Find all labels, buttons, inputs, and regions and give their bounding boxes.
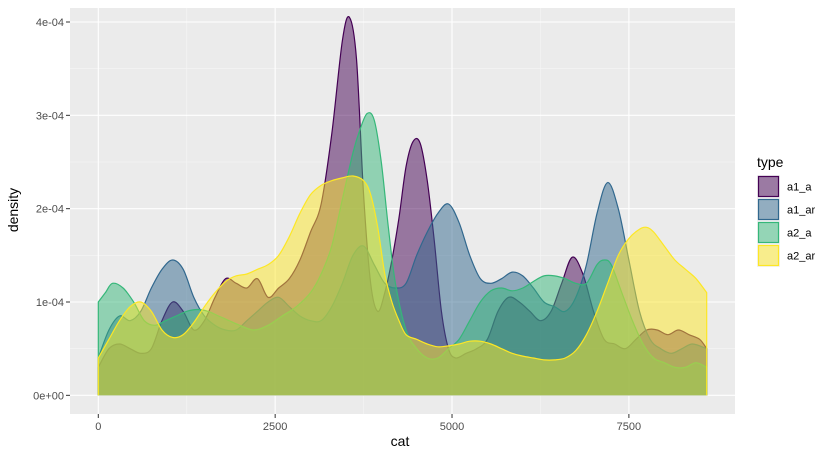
legend-key-a1_a — [757, 175, 780, 198]
legend-title: type — [757, 154, 784, 170]
series-layer — [97, 16, 708, 396]
legend-label-a1_ar: a1_ar — [787, 205, 815, 217]
legend-key-a2_ar — [757, 244, 780, 267]
legend-key-a2_a — [757, 221, 780, 244]
x-tick-label: 0 — [95, 421, 101, 433]
y-tick-label: 0e+00 — [33, 390, 64, 402]
legend: type a1_a a1_ar a2_a a2_ar — [757, 154, 815, 267]
density-area-a2_ar — [98, 175, 707, 396]
legend-label-a1_a: a1_a — [787, 182, 812, 194]
legend-label-a2_ar: a2_ar — [787, 251, 815, 263]
x-tick-label: 2500 — [263, 421, 287, 433]
y-tick-label: 1e-04 — [36, 297, 64, 309]
y-tick-label: 2e-04 — [36, 204, 64, 216]
density-outline-a2_a — [97, 112, 708, 396]
x-axis: 0 2500 5000 7500 — [95, 414, 641, 433]
y-tick-label: 4e-04 — [36, 17, 64, 29]
density-outline-a2_ar — [97, 175, 708, 396]
x-tick-label: 7500 — [617, 421, 641, 433]
y-axis-title: density — [5, 188, 21, 232]
legend-key-a1_ar — [757, 198, 780, 221]
y-tick-label: 3e-04 — [36, 110, 64, 122]
x-axis-title: cat — [391, 433, 410, 449]
x-tick-label: 5000 — [440, 421, 464, 433]
density-outline-a1_ar — [97, 181, 708, 396]
density-area-a2_a — [98, 112, 707, 396]
legend-label-a2_a: a2_a — [787, 228, 812, 240]
y-axis: 0e+00 1e-04 2e-04 3e-04 4e-04 — [33, 17, 70, 402]
